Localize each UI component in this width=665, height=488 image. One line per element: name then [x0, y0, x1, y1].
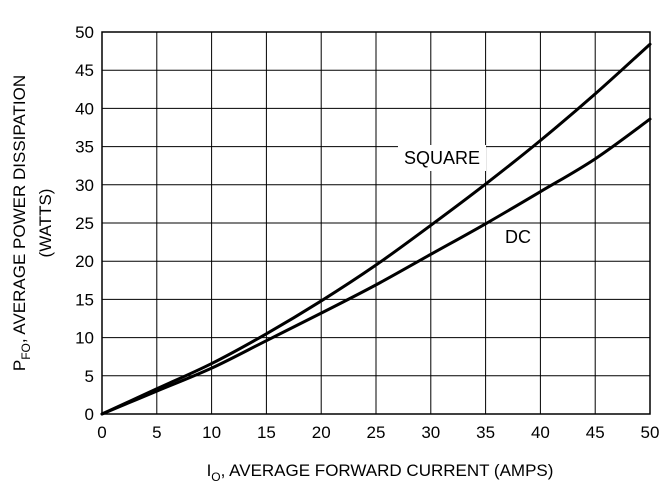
- y-tick-label: 40: [75, 99, 94, 118]
- y-tick-label: 5: [85, 367, 94, 386]
- x-tick-label: 45: [586, 423, 605, 442]
- x-tick-label: 0: [97, 423, 106, 442]
- x-tick-label: 30: [421, 423, 440, 442]
- y-tick-label: 30: [75, 176, 94, 195]
- y-axis-label-units: (WATTS): [36, 189, 55, 258]
- plot-frame: [101, 31, 651, 415]
- x-tick-label: 35: [476, 423, 495, 442]
- x-tick-label: 25: [367, 423, 386, 442]
- grid-lines: [101, 31, 651, 415]
- y-tick-label: 45: [75, 61, 94, 80]
- x-tick-label: 10: [202, 423, 221, 442]
- x-tick-label: 20: [312, 423, 331, 442]
- y-axis-label-subscript: FO: [19, 343, 33, 360]
- x-axis-label-subscript: O: [211, 470, 220, 484]
- y-tick-label: 50: [75, 23, 94, 42]
- x-tick-label: 40: [531, 423, 550, 442]
- curves: [100, 42, 652, 416]
- y-tick-label: 10: [75, 329, 94, 348]
- x-tick-label: 5: [152, 423, 161, 442]
- square-label-background: [397, 145, 487, 171]
- x-tick-label: 15: [257, 423, 276, 442]
- y-axis-label-main: P: [10, 360, 29, 371]
- series-label-dc: DC: [505, 227, 531, 247]
- curve-dc: [100, 117, 652, 416]
- series-label-square: SQUARE: [404, 148, 480, 168]
- x-axis-label-main: I: [207, 461, 212, 480]
- tick-labels: 0 5 10 15 20 25 30 35 40 45 50 0 5 10 15 20 25 30 35 40 45 50: [75, 23, 659, 442]
- x-tick-label: 50: [641, 423, 660, 442]
- curve-square: [100, 42, 652, 416]
- y-tick-label: 20: [75, 252, 94, 271]
- y-tick-label: 0: [85, 405, 94, 424]
- x-axis-label: IO, AVERAGE FORWARD CURRENT (AMPS): [207, 461, 554, 484]
- y-axis-label-rest: , AVERAGE POWER DISSIPATION: [10, 75, 29, 343]
- y-tick-label: 15: [75, 290, 94, 309]
- dc-label-background: [499, 224, 537, 250]
- y-axis-label: PFO, AVERAGE POWER DISSIPATION: [10, 75, 33, 371]
- y-tick-label: 25: [75, 214, 94, 233]
- y-tick-label: 35: [75, 138, 94, 157]
- x-axis-label-rest: , AVERAGE FORWARD CURRENT (AMPS): [221, 461, 554, 480]
